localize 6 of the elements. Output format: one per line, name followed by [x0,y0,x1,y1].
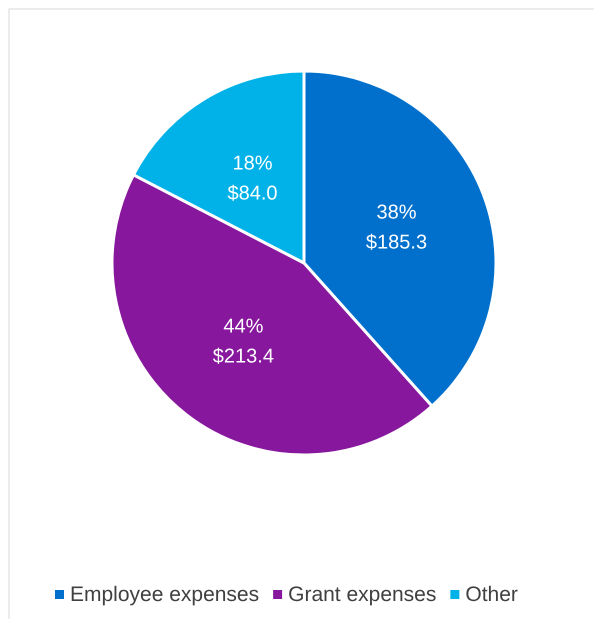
legend-label: Other [465,583,518,606]
data-label: 18% $84.0 [228,152,278,204]
data-label: 38% $185.3 [366,202,428,254]
legend-label: Employee expenses [70,583,260,606]
data-label: 44% $213.4 [212,315,274,368]
legend-label: Grant expenses [288,583,436,606]
